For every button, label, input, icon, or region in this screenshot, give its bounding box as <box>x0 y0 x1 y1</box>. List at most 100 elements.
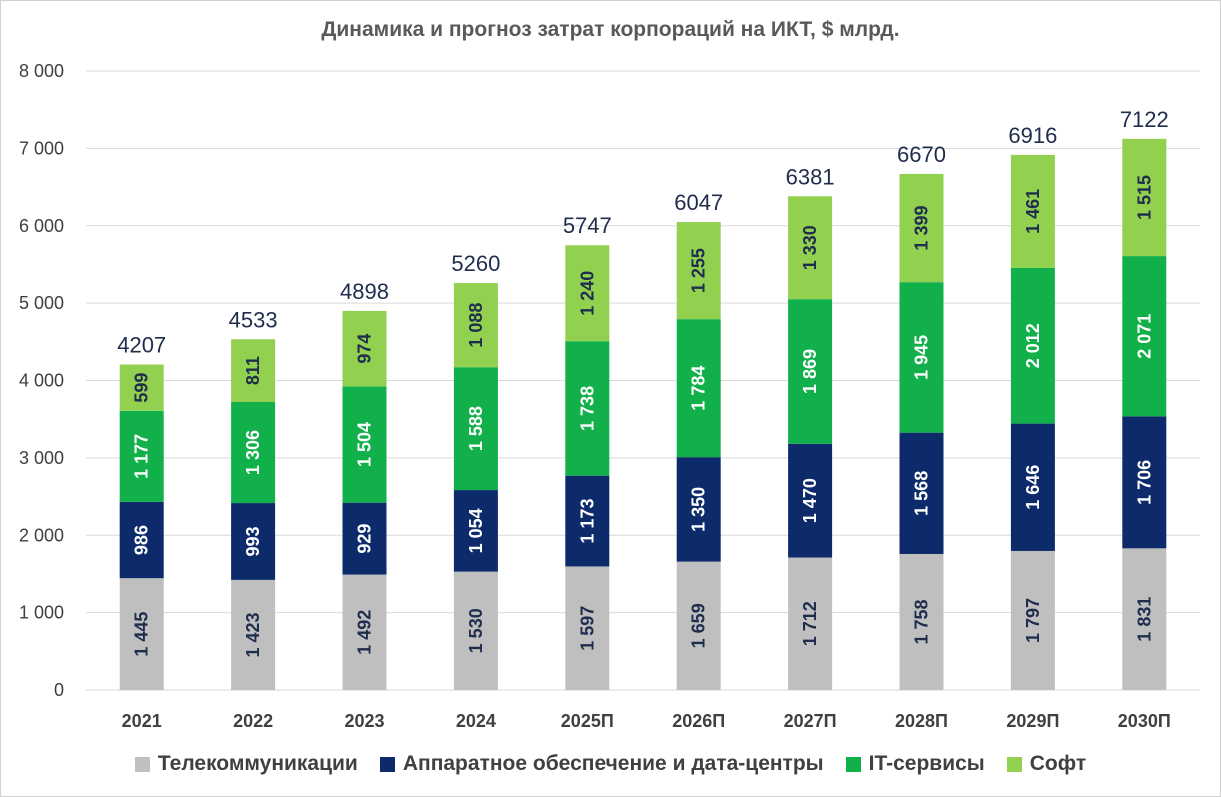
legend-item-telecom: Телекоммуникации <box>134 752 358 776</box>
x-tick-label: 2027П <box>784 711 837 731</box>
bar-segment-software <box>1122 138 1167 257</box>
legend-label-software: Софт <box>1029 752 1087 775</box>
y-tick-label: 6 000 <box>19 216 64 236</box>
data-label-it-services: 1 784 <box>689 366 709 411</box>
bar-segment-telecom <box>342 574 387 690</box>
bar-segment-hardware <box>453 490 498 572</box>
bar-segment-it-services <box>231 402 276 504</box>
x-tick-label: 2022 <box>233 711 273 731</box>
total-label: 5260 <box>451 251 500 276</box>
data-label-telecom: 1 423 <box>243 612 263 657</box>
total-label: 4898 <box>340 279 389 304</box>
x-tick-label: 2024 <box>456 711 496 731</box>
data-label-software: 974 <box>355 334 375 364</box>
bar-segment-telecom <box>453 571 498 690</box>
legend-label-hardware: Аппаратное обеспечение и дата-центры <box>402 752 824 775</box>
bar-segment-hardware <box>1010 423 1055 551</box>
data-label-hardware: 1 173 <box>577 499 597 544</box>
bar-segment-software <box>676 222 721 320</box>
data-label-telecom: 1 597 <box>577 606 597 651</box>
bar-segment-telecom <box>119 578 164 690</box>
legend-item-software: Софт <box>1006 752 1087 776</box>
total-label: 4533 <box>229 307 278 332</box>
data-label-software: 1 461 <box>1023 189 1043 234</box>
legend-swatch-hardware <box>379 756 395 772</box>
data-label-hardware: 993 <box>243 526 263 556</box>
bar-segment-it-services <box>453 367 498 491</box>
data-label-it-services: 2 071 <box>1134 314 1154 359</box>
legend-label-telecom: Телекоммуникации <box>157 752 358 775</box>
y-tick-label: 3 000 <box>19 448 64 468</box>
y-tick-label: 5 000 <box>19 293 64 313</box>
y-tick-label: 1 000 <box>19 603 64 623</box>
data-label-hardware: 1 646 <box>1023 465 1043 510</box>
bar-segment-hardware <box>899 432 944 554</box>
x-tick-label: 2023 <box>344 711 384 731</box>
bar-segment-it-services <box>565 341 610 476</box>
bar-segment-it-services <box>1010 267 1055 424</box>
bar-segment-software <box>231 339 276 403</box>
data-label-hardware: 929 <box>355 524 375 554</box>
bar-segment-telecom <box>1010 550 1055 690</box>
legend-swatch-software <box>1006 756 1022 772</box>
data-label-hardware: 1 470 <box>800 478 820 523</box>
y-tick-label: 8 000 <box>19 61 64 81</box>
data-label-software: 1 330 <box>800 225 820 270</box>
data-label-hardware: 1 568 <box>912 471 932 516</box>
data-label-hardware: 986 <box>132 525 152 555</box>
total-label: 6670 <box>897 142 946 167</box>
data-label-telecom: 1 530 <box>466 608 486 653</box>
data-label-software: 1 255 <box>689 248 709 293</box>
x-tick-label: 2021 <box>122 711 162 731</box>
data-label-it-services: 1 504 <box>355 422 375 467</box>
data-label-it-services: 1 738 <box>577 386 597 431</box>
data-label-hardware: 1 054 <box>466 508 486 553</box>
y-tick-label: 7 000 <box>19 138 64 158</box>
total-label: 6047 <box>674 190 723 215</box>
bar-segment-software <box>342 310 387 387</box>
legend-item-hardware: Аппаратное обеспечение и дата-центры <box>379 752 824 776</box>
data-label-software: 1 240 <box>577 271 597 316</box>
bar-segment-software <box>899 173 944 283</box>
data-label-software: 811 <box>243 356 263 385</box>
data-label-software: 599 <box>132 373 152 403</box>
bar-segment-hardware <box>231 503 276 580</box>
data-label-telecom: 1 758 <box>912 599 932 644</box>
bar-segment-it-services <box>676 319 721 458</box>
data-label-hardware: 1 350 <box>689 487 709 532</box>
data-label-telecom: 1 445 <box>132 612 152 657</box>
x-tick-label: 2028П <box>895 711 948 731</box>
data-label-telecom: 1 659 <box>689 603 709 648</box>
bar-segment-telecom <box>565 566 610 690</box>
data-label-telecom: 1 831 <box>1134 597 1154 642</box>
x-tick-label: 2026П <box>672 711 725 731</box>
data-label-it-services: 1 945 <box>912 335 932 380</box>
bar-segment-it-services <box>1122 256 1167 417</box>
bar-segment-telecom <box>231 579 276 690</box>
data-label-it-services: 1 588 <box>466 406 486 451</box>
data-label-software: 1 515 <box>1134 175 1154 220</box>
bar-segment-it-services <box>342 386 387 503</box>
legend: Телекоммуникации Аппаратное обеспечение … <box>0 752 1221 776</box>
data-label-it-services: 1 177 <box>132 434 152 479</box>
total-label: 4207 <box>117 332 166 357</box>
x-tick-label: 2030П <box>1118 711 1171 731</box>
data-label-telecom: 1 797 <box>1023 598 1043 643</box>
legend-item-it-services: IT-сервисы <box>845 752 985 776</box>
y-tick-label: 0 <box>54 680 64 700</box>
data-label-software: 1 399 <box>912 206 932 251</box>
bar-segment-software <box>565 245 610 342</box>
bar-segment-software <box>1010 154 1055 268</box>
data-label-it-services: 1 306 <box>243 430 263 475</box>
legend-swatch-it-services <box>845 756 861 772</box>
legend-swatch-telecom <box>134 756 150 772</box>
bar-segment-telecom <box>788 557 833 690</box>
data-label-telecom: 1 492 <box>355 610 375 655</box>
data-label-it-services: 2 012 <box>1023 323 1043 368</box>
bar-segment-hardware <box>342 502 387 575</box>
x-tick-label: 2025П <box>561 711 614 731</box>
y-tick-label: 2 000 <box>19 525 64 545</box>
bar-segment-software <box>119 364 164 411</box>
bar-segment-it-services <box>899 282 944 433</box>
data-label-telecom: 1 712 <box>800 601 820 646</box>
